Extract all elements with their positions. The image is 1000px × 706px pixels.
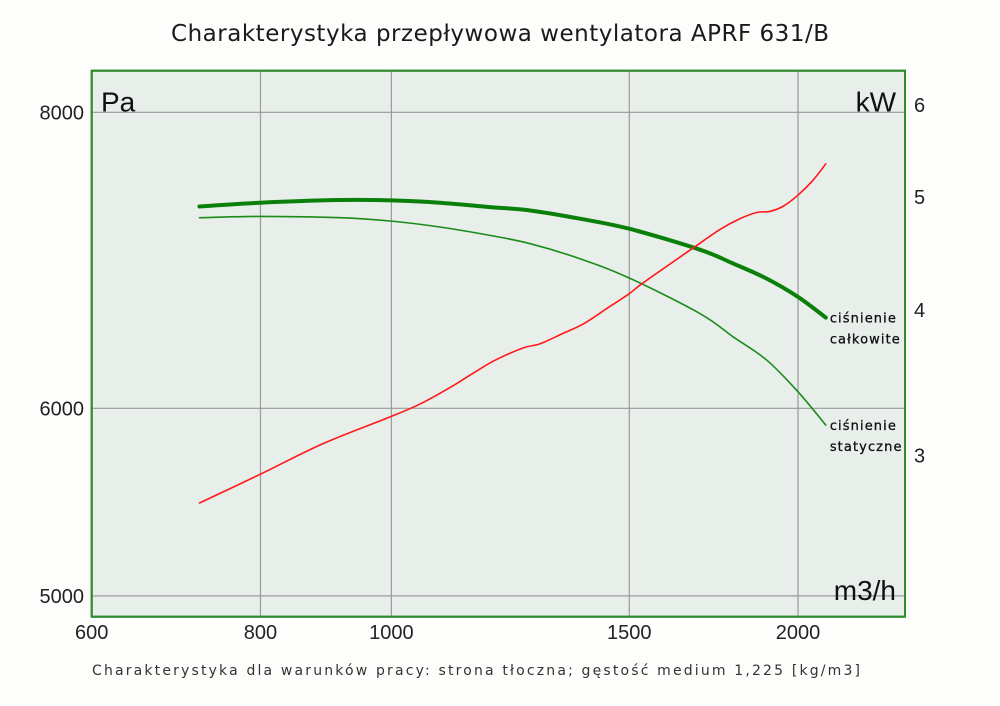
x-tick-label: 800 (244, 622, 277, 644)
y-tick-label: 6000 (40, 398, 85, 420)
y2-tick-label: 6 (914, 95, 925, 117)
x-axis-ticks: 600 800 1000 1500 2000 (75, 622, 820, 644)
series-labels: ciśnienie całkowite ciśnienie statyczne (830, 311, 903, 455)
gridlines (91, 70, 905, 617)
series-line-power (198, 163, 827, 504)
y2-tick-label: 3 (914, 445, 925, 467)
series-label: statyczne (830, 440, 903, 455)
x-tick-label: 1500 (607, 622, 652, 644)
x-tick-label: 1000 (369, 622, 414, 644)
chart-footnote: Charakterystyka dla warunków pracy: stro… (92, 663, 860, 679)
y2-axis-ticks: 3 4 5 6 (914, 95, 925, 467)
y2-tick-label: 4 (914, 300, 925, 322)
x-tick-label: 2000 (776, 622, 821, 644)
y2-tick-label: 5 (914, 187, 925, 209)
chart-title: Charakterystyka przepływowa wentylatora … (171, 21, 829, 47)
plot-area (90, 69, 906, 618)
series-line-static-pressure (198, 215, 827, 426)
series-lines (197, 163, 828, 504)
y2-axis-unit-label: kW (856, 87, 897, 118)
series-line-total-pressure (197, 197, 828, 320)
y-axis-ticks: 5000 6000 8000 (40, 102, 85, 608)
series-label: całkowite (830, 333, 901, 348)
y-tick-label: 8000 (40, 102, 85, 124)
x-tick-label: 600 (75, 622, 108, 644)
y-tick-label: 5000 (40, 586, 85, 608)
plot-border (90, 69, 906, 618)
x-axis-unit-label: m3/h (834, 575, 896, 606)
series-label: ciśnienie (830, 419, 897, 434)
series-label: ciśnienie (830, 312, 897, 327)
y-axis-unit-label: Pa (101, 87, 136, 118)
